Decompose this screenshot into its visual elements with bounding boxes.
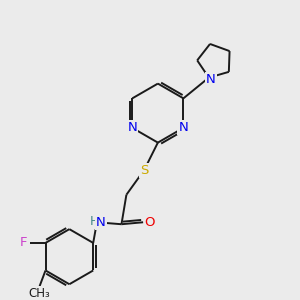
Text: N: N [128, 122, 137, 134]
Text: O: O [145, 216, 155, 229]
Text: N: N [178, 122, 188, 134]
Text: N: N [206, 73, 216, 86]
Text: H: H [89, 215, 99, 228]
Text: F: F [20, 236, 28, 249]
Text: CH₃: CH₃ [29, 286, 50, 300]
Text: S: S [140, 164, 148, 177]
Text: N: N [96, 216, 106, 229]
